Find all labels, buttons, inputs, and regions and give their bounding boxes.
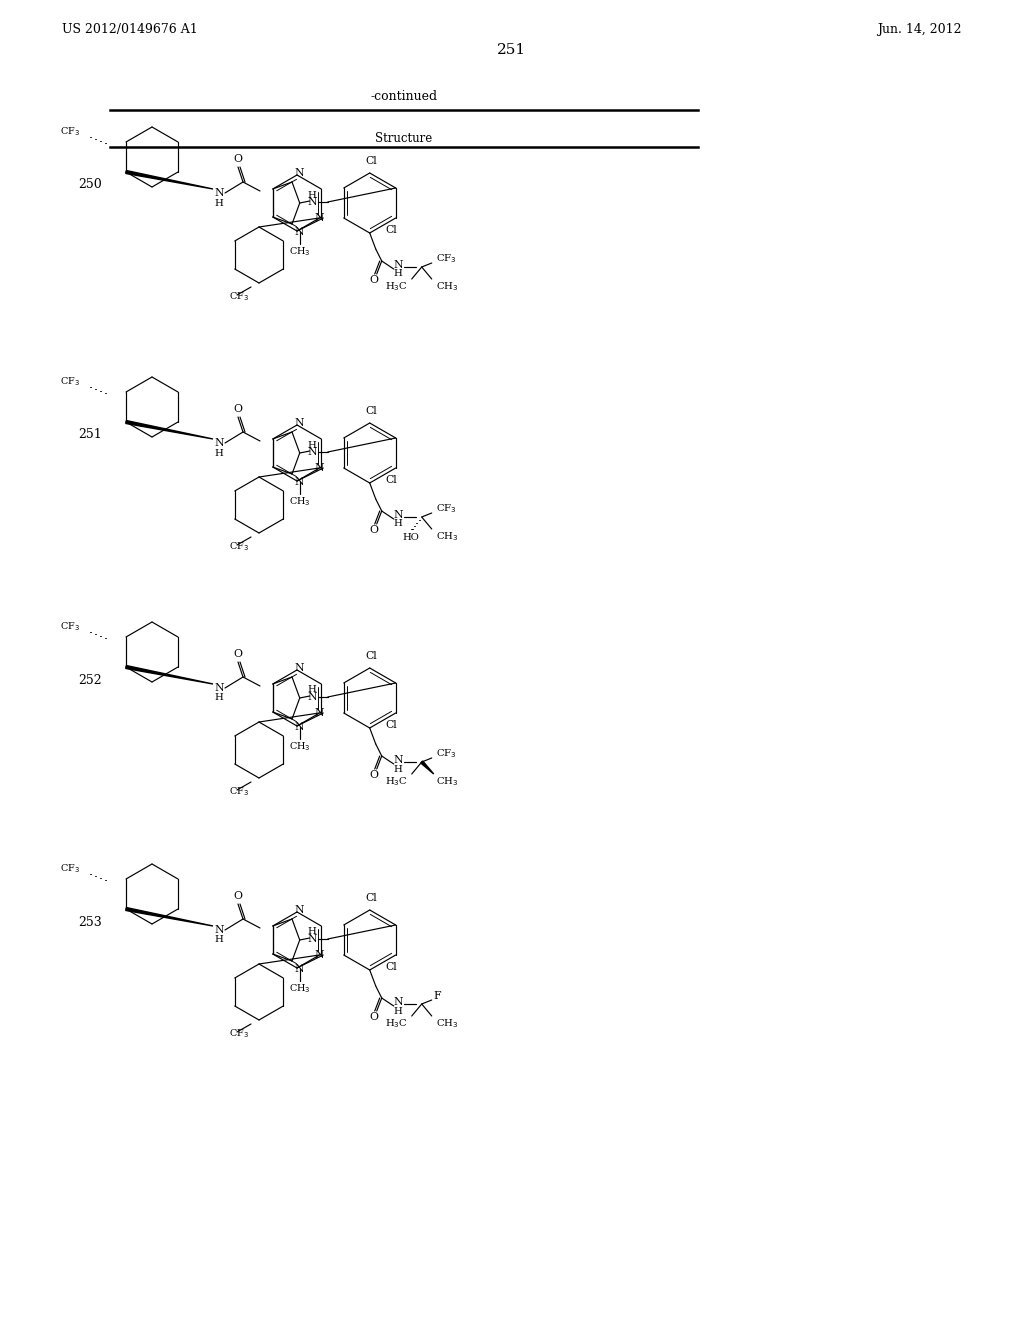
Text: H: H — [393, 269, 402, 279]
Text: H: H — [215, 936, 223, 945]
Text: CH$_3$: CH$_3$ — [289, 495, 311, 508]
Text: H: H — [215, 449, 223, 458]
Text: CH$_3$: CH$_3$ — [436, 776, 458, 788]
Text: Cl: Cl — [386, 224, 397, 235]
Text: N: N — [294, 964, 303, 974]
Text: CH$_3$: CH$_3$ — [289, 741, 311, 754]
Text: H: H — [393, 764, 402, 774]
Text: CH$_3$: CH$_3$ — [289, 246, 311, 259]
Text: O: O — [370, 770, 378, 780]
Text: N: N — [214, 925, 224, 935]
Text: H: H — [215, 198, 223, 207]
Text: F: F — [434, 991, 441, 1001]
Text: Cl: Cl — [386, 719, 397, 730]
Text: CH$_3$: CH$_3$ — [289, 982, 311, 995]
Text: O: O — [233, 891, 243, 902]
Text: O: O — [370, 275, 378, 285]
Text: 251: 251 — [78, 429, 101, 441]
Text: CF$_3$: CF$_3$ — [60, 862, 80, 875]
Text: N: N — [307, 447, 316, 457]
Text: N: N — [307, 197, 316, 207]
Polygon shape — [126, 170, 213, 189]
Text: O: O — [370, 1012, 378, 1022]
Text: Cl: Cl — [366, 894, 378, 903]
Text: CF$_3$: CF$_3$ — [229, 290, 249, 304]
Text: CH$_3$: CH$_3$ — [436, 531, 458, 544]
Text: N: N — [393, 755, 402, 766]
Text: H$_3$C: H$_3$C — [385, 281, 408, 293]
Text: CH$_3$: CH$_3$ — [436, 281, 458, 293]
Text: N: N — [294, 477, 303, 487]
Text: CF$_3$: CF$_3$ — [60, 125, 80, 139]
Text: O: O — [233, 649, 243, 659]
Polygon shape — [421, 762, 434, 774]
Text: O: O — [233, 154, 243, 164]
Text: Cl: Cl — [386, 962, 397, 972]
Text: N: N — [393, 510, 402, 520]
Text: CF$_3$: CF$_3$ — [229, 1027, 249, 1040]
Text: H: H — [307, 441, 316, 450]
Text: N: N — [294, 663, 303, 673]
Text: N: N — [314, 213, 324, 223]
Text: Structure: Structure — [376, 132, 432, 145]
Text: N: N — [393, 260, 402, 271]
Text: Cl: Cl — [366, 651, 378, 661]
Text: H: H — [307, 685, 316, 694]
Text: CF$_3$: CF$_3$ — [60, 376, 80, 388]
Text: N: N — [314, 463, 324, 473]
Text: N: N — [294, 722, 303, 733]
Text: H$_3$C: H$_3$C — [385, 776, 408, 788]
Text: CF$_3$: CF$_3$ — [436, 747, 457, 760]
Text: N: N — [314, 708, 324, 718]
Text: Cl: Cl — [386, 475, 397, 484]
Polygon shape — [126, 665, 213, 684]
Text: CF$_3$: CF$_3$ — [60, 620, 80, 634]
Text: Cl: Cl — [366, 407, 378, 416]
Polygon shape — [126, 421, 213, 440]
Text: N: N — [294, 418, 303, 428]
Text: N: N — [294, 168, 303, 178]
Text: N: N — [307, 692, 316, 702]
Text: N: N — [214, 438, 224, 447]
Text: Jun. 14, 2012: Jun. 14, 2012 — [878, 24, 962, 37]
Text: HO: HO — [402, 532, 420, 541]
Text: N: N — [314, 950, 324, 960]
Text: H: H — [215, 693, 223, 702]
Text: H: H — [393, 1006, 402, 1015]
Text: H$_3$C: H$_3$C — [385, 1018, 408, 1031]
Text: CF$_3$: CF$_3$ — [436, 503, 457, 515]
Text: CF$_3$: CF$_3$ — [229, 785, 249, 799]
Text: N: N — [294, 906, 303, 915]
Text: N: N — [214, 682, 224, 693]
Text: US 2012/0149676 A1: US 2012/0149676 A1 — [62, 24, 198, 37]
Text: -continued: -continued — [371, 90, 437, 103]
Text: N: N — [307, 935, 316, 944]
Polygon shape — [126, 908, 213, 927]
Text: H: H — [307, 190, 316, 199]
Text: 251: 251 — [498, 44, 526, 57]
Text: CF$_3$: CF$_3$ — [229, 541, 249, 553]
Text: N: N — [294, 227, 303, 238]
Text: O: O — [370, 525, 378, 535]
Text: CH$_3$: CH$_3$ — [436, 1018, 458, 1031]
Text: 250: 250 — [78, 178, 101, 191]
Text: 252: 252 — [78, 673, 101, 686]
Text: O: O — [233, 404, 243, 414]
Text: Cl: Cl — [366, 156, 378, 166]
Text: H: H — [307, 928, 316, 936]
Text: CF$_3$: CF$_3$ — [436, 252, 457, 265]
Text: 253: 253 — [78, 916, 101, 928]
Text: N: N — [393, 997, 402, 1007]
Text: N: N — [214, 187, 224, 198]
Text: H: H — [393, 520, 402, 528]
